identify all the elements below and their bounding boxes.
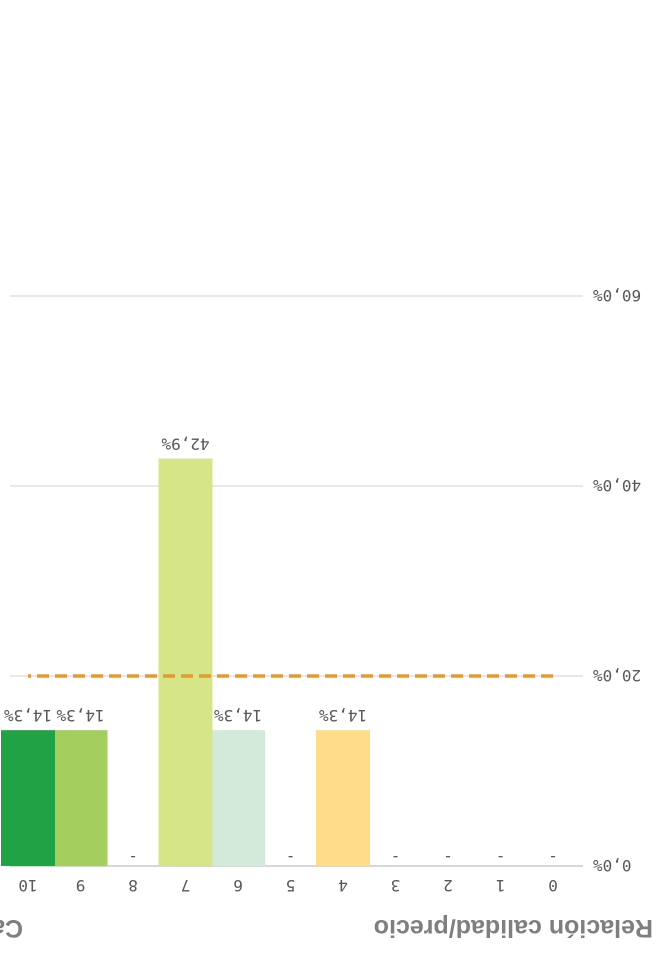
bar-6: [211, 730, 265, 866]
bars-layer: [1, 458, 370, 866]
x-tick-label: 9: [76, 876, 86, 895]
x-tick-label: 7: [181, 876, 191, 895]
data-label: -: [443, 848, 453, 867]
data-label: 42,9%: [161, 434, 210, 453]
x-tick-label: 2: [443, 876, 453, 895]
labels-layer: 0,0% 20,0% 40,0% 60,0% 0 - 1 - 2 - 3 - 4 14,3% 5 - 6 14,3…: [4, 286, 642, 895]
bar-9: [53, 730, 108, 866]
y-tick-label: 60,0%: [593, 286, 642, 305]
y-tick-label: 20,0%: [593, 666, 642, 685]
data-label: -: [496, 848, 506, 867]
data-label: -: [286, 848, 296, 867]
y-tick-label: 40,0%: [593, 476, 642, 495]
x-tick-label: 6: [233, 876, 243, 895]
data-label: 14,3%: [4, 706, 53, 725]
bar-10: [1, 730, 55, 866]
data-label: 14,3%: [56, 706, 105, 725]
data-label: -: [391, 848, 401, 867]
data-label: 14,3%: [319, 706, 368, 725]
x-tick-label: 1: [496, 876, 506, 895]
data-label: -: [128, 848, 138, 867]
data-label: 14,3%: [214, 706, 263, 725]
data-label: -: [548, 848, 558, 867]
x-tick-label: 8: [128, 876, 138, 895]
bar-7: [158, 458, 213, 866]
x-tick-label: 4: [338, 876, 348, 895]
bar-4: [316, 730, 370, 866]
x-axis-title: Relación calidad/precio: [374, 914, 653, 942]
x-tick-label: 0: [548, 876, 558, 895]
x-tick-label: 3: [391, 876, 401, 895]
chart-title: Calificaciones en tiem: [0, 914, 23, 942]
x-tick-label: 5: [286, 876, 296, 895]
x-tick-label: 10: [18, 876, 37, 895]
y-tick-label: 0,0%: [593, 856, 632, 875]
